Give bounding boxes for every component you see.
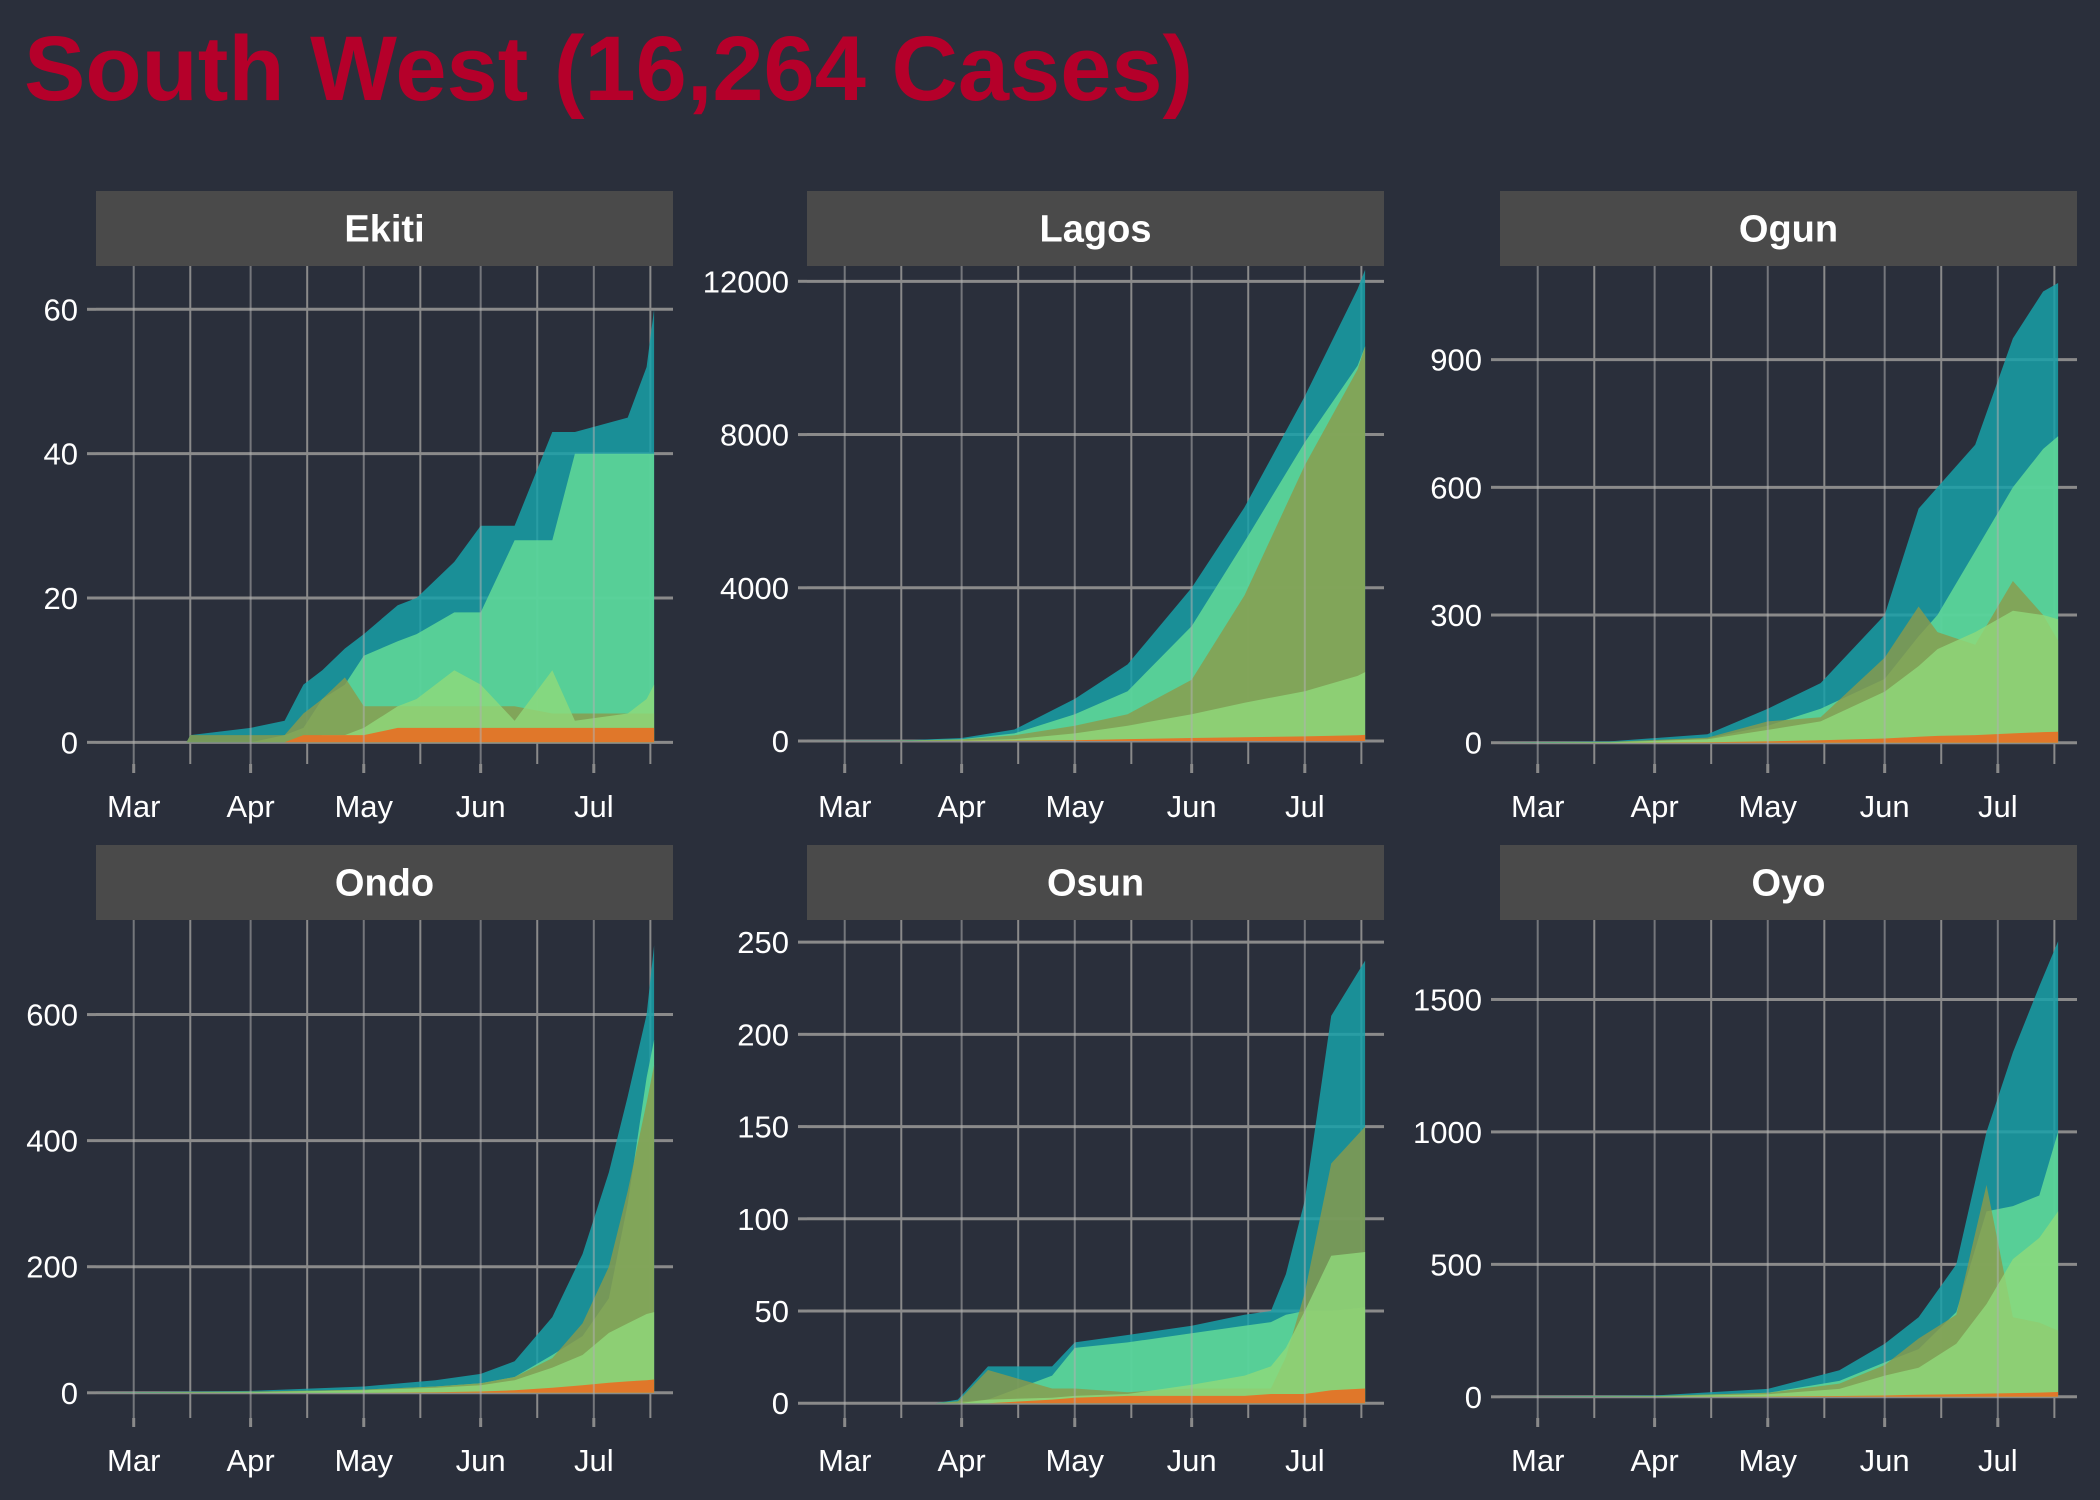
deaths-area (1500, 731, 2059, 743)
x-tick-label: Mar (1511, 1443, 1564, 1478)
x-tick-label: Jun (1860, 789, 1910, 824)
facet-panel-oyo: Oyo 0 500 1000 1500 Mar Apr May Jun Jul (1413, 845, 2077, 1478)
recent-area (807, 672, 1366, 741)
y-tick-label: 0 (61, 725, 78, 760)
x-tick-label: Apr (226, 1443, 274, 1478)
x-tick-label: Apr (1630, 1443, 1678, 1478)
y-tick-label: 40 (44, 437, 78, 472)
x-tick-label: May (334, 1443, 393, 1478)
x-tick-label: May (1738, 1443, 1797, 1478)
active-area (96, 1065, 655, 1393)
deaths-area (96, 727, 655, 743)
x-tick-label: Jun (456, 789, 506, 824)
y-tick-label: 200 (26, 1250, 78, 1285)
x-tick-label: Jul (1285, 789, 1325, 824)
facet-strip-label: Ekiti (344, 209, 424, 251)
y-tick-label: 150 (737, 1110, 789, 1145)
y-tick-label: 300 (1430, 598, 1482, 633)
y-tick-label: 600 (1430, 470, 1482, 505)
facet-strip-label: Lagos (1040, 209, 1152, 251)
y-tick-label: 0 (772, 1386, 789, 1421)
x-tick-label: Jul (574, 1443, 614, 1478)
x-tick-label: May (1738, 789, 1797, 824)
y-tick-label: 200 (737, 1017, 789, 1052)
facet-strip (807, 191, 1384, 266)
facet-panel-ondo: Ondo 0 200 400 600 Mar Apr May Jun Jul (26, 845, 673, 1478)
y-tick-label: 4000 (720, 571, 789, 606)
facet-strip-label: Osun (1047, 863, 1144, 905)
x-tick-label: Jun (456, 1443, 506, 1478)
deaths-area (807, 734, 1366, 741)
x-tick-label: Mar (818, 1443, 871, 1478)
y-tick-label: 60 (44, 292, 78, 327)
x-tick-label: Mar (818, 789, 871, 824)
y-tick-label: 0 (61, 1376, 78, 1411)
x-tick-label: Apr (226, 789, 274, 824)
recent-area (807, 1252, 1366, 1404)
y-tick-label: 12000 (703, 264, 789, 299)
facet-panel-ekiti: Ekiti 0 20 40 60 Mar Apr May Jun Jul (44, 191, 673, 824)
facet-strip-label: Oyo (1752, 863, 1826, 905)
page-title: South West (16,264 Cases) (24, 18, 1194, 120)
x-tick-label: Apr (937, 1443, 985, 1478)
x-tick-label: Mar (1511, 789, 1564, 824)
facet-strip (96, 845, 673, 920)
facet-strip-label: Ondo (335, 863, 434, 905)
facet-panel-osun: Osun 0 50 100 150 200 250 Mar Apr May Jun Jul (737, 845, 1384, 1478)
recent-area (1500, 1211, 2059, 1397)
deaths-area (807, 1388, 1366, 1404)
recovered-area (96, 453, 655, 743)
x-tick-label: Jul (574, 789, 614, 824)
y-tick-label: 8000 (720, 418, 789, 453)
facet-strip (1500, 845, 2077, 920)
deaths-area (96, 1379, 655, 1393)
y-tick-label: 250 (737, 925, 789, 960)
x-tick-label: Jul (1978, 789, 2018, 824)
recent-area (1500, 610, 2059, 743)
facet-panel-lagos: Lagos 0 4000 8000 12000 Mar Apr May Jun Jul (703, 191, 1384, 824)
x-tick-label: May (1045, 789, 1104, 824)
y-tick-label: 0 (1465, 1380, 1482, 1415)
y-tick-label: 1000 (1413, 1115, 1482, 1150)
x-tick-label: May (334, 789, 393, 824)
x-tick-label: May (1045, 1443, 1104, 1478)
cases-area (96, 945, 655, 1393)
y-tick-label: 0 (772, 724, 789, 759)
x-tick-label: Jun (1167, 789, 1217, 824)
x-tick-label: Jun (1167, 1443, 1217, 1478)
y-tick-label: 500 (1430, 1247, 1482, 1282)
x-tick-label: Apr (1630, 789, 1678, 824)
x-tick-label: Mar (107, 1443, 160, 1478)
y-tick-label: 600 (26, 998, 78, 1033)
x-tick-label: Jul (1978, 1443, 2018, 1478)
recent-area (96, 670, 655, 743)
facet-strip (807, 845, 1384, 920)
y-tick-label: 20 (44, 581, 78, 616)
y-tick-label: 900 (1430, 343, 1482, 378)
facet-strip-label: Ogun (1739, 209, 1838, 251)
deaths-area (1500, 1392, 2059, 1397)
y-tick-label: 1500 (1413, 982, 1482, 1017)
facet-strip (1500, 191, 2077, 266)
active-area (807, 346, 1366, 741)
x-tick-label: Apr (937, 789, 985, 824)
y-tick-label: 0 (1465, 726, 1482, 761)
active-area (1500, 1184, 2059, 1397)
facet-strip (96, 191, 673, 266)
x-tick-label: Mar (107, 789, 160, 824)
y-tick-label: 400 (26, 1124, 78, 1159)
y-tick-label: 100 (737, 1202, 789, 1237)
x-tick-label: Jul (1285, 1443, 1325, 1478)
y-tick-label: 50 (755, 1294, 789, 1329)
facet-panel-ogun: Ogun 0 300 600 900 Mar Apr May Jun Jul (1430, 191, 2077, 824)
x-tick-label: Jun (1860, 1443, 1910, 1478)
